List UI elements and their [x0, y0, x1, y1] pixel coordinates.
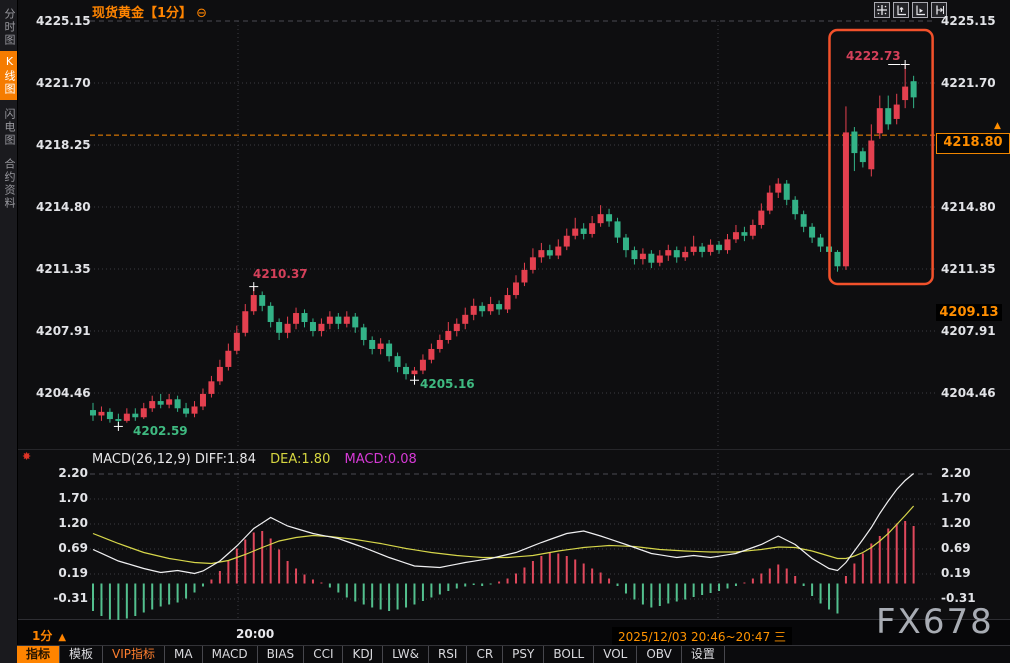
- footer-tab-8[interactable]: LW&: [383, 646, 429, 663]
- annotation-pullback-low: 4205.16: [420, 377, 475, 391]
- macd-alert-icon: ✸: [22, 450, 32, 463]
- macd-axis-label-right-3: 0.69: [941, 541, 971, 555]
- time-axis: [18, 620, 1010, 645]
- period-selector[interactable]: 1分 ▲: [32, 627, 66, 644]
- footer-tab-1[interactable]: 模板: [60, 646, 104, 663]
- price-axis-label-left-4: 4211.35: [36, 262, 91, 276]
- sidebar-tab-1[interactable]: K线图: [0, 51, 17, 100]
- footer-tab-14[interactable]: OBV: [637, 646, 682, 663]
- sidebar-tab-3[interactable]: 合约资料: [3, 158, 16, 210]
- macd-axis-label-left-5: -0.31: [53, 591, 88, 605]
- time-axis-label: 20:00: [236, 627, 275, 641]
- secondary-price-tag: 4209.13: [936, 304, 1002, 321]
- macd-header: MACD(26,12,9) DIFF:1.84 DEA:1.80 MACD:0.…: [92, 452, 417, 467]
- price-axis-label-left-1: 4221.70: [36, 76, 91, 90]
- sidebar-tab-2[interactable]: 闪电图: [3, 107, 16, 147]
- macd-value: MACD:0.08: [344, 452, 417, 467]
- footer-tab-2[interactable]: VIP指标: [103, 646, 166, 663]
- footer-tab-10[interactable]: CR: [467, 646, 504, 663]
- current-price-tag: 4218.80: [936, 133, 1010, 154]
- price-axis-label-right-4: 4207.91: [941, 324, 996, 338]
- macd-axis-label-right-4: 0.19: [941, 566, 971, 580]
- period-selector-label: 1分: [32, 629, 53, 643]
- price-axis-label-right-5: 4204.46: [941, 386, 996, 400]
- candle-timestamp-readout: 2025/12/03 20:46~20:47 三: [612, 627, 793, 646]
- annotation-session-low: 4202.59: [133, 424, 188, 438]
- axis-scale-up-icon[interactable]: [893, 2, 909, 18]
- crosshair-icon[interactable]: [874, 2, 890, 18]
- annotation-session-high: 4222.73: [846, 49, 901, 63]
- price-axis-label-left-5: 4207.91: [36, 324, 91, 338]
- macd-params-diff: MACD(26,12,9) DIFF:1.84: [92, 452, 256, 467]
- footer-tab-15[interactable]: 设置: [682, 646, 725, 663]
- footer-tab-6[interactable]: CCI: [304, 646, 344, 663]
- price-axis-label-right-2: 4214.80: [941, 200, 996, 214]
- price-axis-label-right-1: 4221.70: [941, 76, 996, 90]
- price-axis-label-left-6: 4204.46: [36, 386, 91, 400]
- symbol-name: 现货黄金: [92, 6, 145, 21]
- chevron-up-icon: ▲: [58, 632, 67, 643]
- chart-title: 现货黄金【1分】 ⊖: [92, 2, 207, 21]
- footer-tab-11[interactable]: PSY: [503, 646, 545, 663]
- footer-tab-7[interactable]: KDJ: [343, 646, 384, 663]
- minus-circle-icon[interactable]: ⊖: [196, 6, 207, 21]
- footer-tab-5[interactable]: BIAS: [258, 646, 305, 663]
- price-up-arrow-icon: ▲: [994, 121, 1001, 131]
- footer-tab-9[interactable]: RSI: [429, 646, 468, 663]
- macd-axis-label-right-5: -0.31: [941, 591, 976, 605]
- axis-scale-play-icon[interactable]: [912, 2, 928, 18]
- footer-tab-0[interactable]: 指标: [17, 646, 61, 663]
- macd-axis-label-left-3: 0.69: [58, 541, 88, 555]
- macd-dea-value: DEA:1.80: [270, 452, 331, 467]
- macd-axis-label-left-0: 2.20: [58, 466, 88, 480]
- macd-axis-label-right-1: 1.70: [941, 491, 971, 505]
- sidebar-tab-0[interactable]: 分时图: [3, 7, 16, 47]
- price-axis-label-left-3: 4214.80: [36, 200, 91, 214]
- price-axis-label-right-0: 4225.15: [941, 14, 996, 28]
- chart-tool-icons: [874, 2, 947, 18]
- macd-axis-label-left-1: 1.70: [58, 491, 88, 505]
- footer-tab-12[interactable]: BOLL: [544, 646, 595, 663]
- annotation-swing-high: 4210.37: [253, 267, 308, 281]
- macd-axis-label-right-2: 1.20: [941, 516, 971, 530]
- footer-tab-3[interactable]: MA: [165, 646, 203, 663]
- macd-axis-label-left-2: 1.20: [58, 516, 88, 530]
- macd-axis-label-left-4: 0.19: [58, 566, 88, 580]
- macd-axis-label-right-0: 2.20: [941, 466, 971, 480]
- footer-tab-4[interactable]: MACD: [203, 646, 258, 663]
- footer-tab-13[interactable]: VOL: [594, 646, 638, 663]
- price-axis-label-right-3: 4211.35: [941, 262, 996, 276]
- period-tag: 【1分】: [144, 6, 193, 21]
- price-axis-label-left-0: 4225.15: [36, 14, 91, 28]
- indicator-toolbar: 指标 模板 VIP指标 MA MACD BIAS CCI KDJ LW& RSI CR PSY BOLL…: [17, 645, 1010, 663]
- price-axis-label-left-2: 4218.25: [36, 138, 91, 152]
- left-sidebar: 分时图 K线图闪电图合约资料: [0, 0, 18, 663]
- pan-right-icon[interactable]: [931, 2, 947, 18]
